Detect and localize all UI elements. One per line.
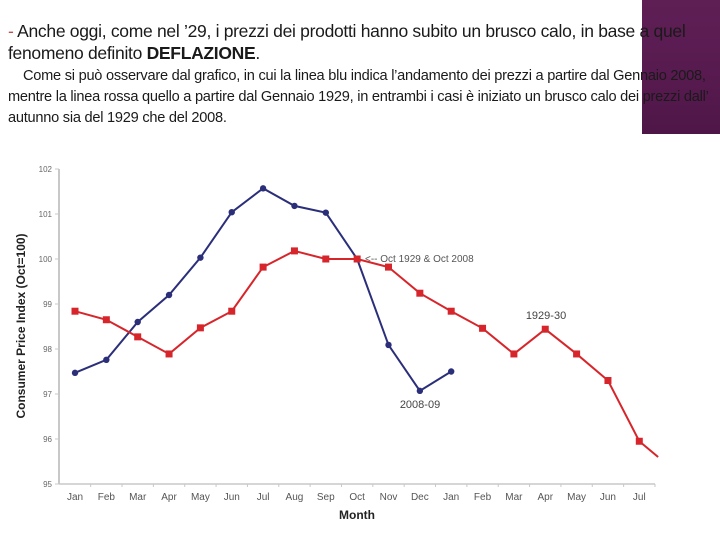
- data-point: [259, 263, 267, 271]
- data-point: [635, 437, 643, 445]
- x-tick-label: Mar: [505, 492, 523, 503]
- x-tick-label: Apr: [537, 492, 553, 503]
- x-tick-label: Jun: [600, 492, 616, 503]
- data-point: [416, 387, 424, 395]
- x-tick-label: Apr: [161, 492, 177, 503]
- annotation-2008-09: 2008-09: [400, 399, 440, 411]
- y-tick-label: 102: [39, 165, 53, 174]
- explanation-paragraph: Come si può osservare dal grafico, in cu…: [8, 66, 720, 129]
- x-tick-label: Jul: [633, 492, 646, 503]
- data-point: [228, 307, 236, 315]
- x-tick-label: Jan: [443, 492, 459, 503]
- series-line-2008-09: [74, 187, 452, 393]
- y-axis-title: Consumer Price Index (Oct=100): [14, 233, 28, 418]
- x-tick-label: May: [567, 492, 586, 503]
- data-point: [290, 247, 298, 255]
- y-tick-label: 95: [43, 480, 52, 489]
- data-point: [322, 209, 329, 216]
- y-tick-label: 99: [43, 300, 52, 309]
- x-tick-label: Sep: [317, 492, 335, 503]
- data-point: [573, 350, 581, 358]
- data-point: [479, 324, 487, 332]
- y-tick-label: 96: [43, 435, 52, 444]
- data-point: [291, 202, 298, 210]
- intro-text: Anche oggi, come nel ’29, i prezzi dei p…: [8, 21, 686, 63]
- data-point: [447, 307, 455, 315]
- y-tick-label: 101: [39, 210, 53, 219]
- intro-period: .: [255, 43, 260, 63]
- x-tick-label: Jun: [224, 492, 240, 503]
- data-point: [197, 254, 204, 261]
- y-tick-label: 98: [43, 345, 52, 354]
- x-tick-label: Jul: [257, 492, 270, 503]
- x-tick-label: Dec: [411, 492, 429, 503]
- data-point: [510, 350, 518, 358]
- series-line-1929-30: [74, 249, 659, 458]
- decorative-purple-panel: [642, 0, 720, 134]
- data-point: [71, 369, 79, 377]
- data-point: [448, 368, 455, 375]
- x-tick-label: Aug: [286, 492, 304, 503]
- data-point: [385, 341, 392, 349]
- intro-paragraph: - Anche oggi, come nel ’29, i prezzi dei…: [8, 20, 720, 64]
- data-point: [165, 350, 173, 358]
- slide-text: - Anche oggi, come nel ’29, i prezzi dei…: [8, 20, 720, 129]
- data-point: [102, 316, 110, 324]
- data-point: [259, 185, 267, 192]
- annotation-oct: <-- Oct 1929 & Oct 2008: [365, 254, 474, 265]
- x-tick-label: Feb: [474, 492, 492, 503]
- data-point: [353, 255, 361, 263]
- data-point: [416, 289, 424, 297]
- cpi-line-chart: 95 96 97 98 99 100 101 102 Jan Feb Mar Apr May Jun Jul…: [0, 150, 720, 540]
- x-tick-label: Jan: [67, 492, 83, 503]
- chart-canvas: 95 96 97 98 99 100 101 102 Jan Feb Mar Apr May Jun Jul…: [14, 165, 659, 522]
- data-point: [71, 307, 79, 315]
- x-tick-label: May: [191, 492, 210, 503]
- data-point: [134, 333, 142, 341]
- y-tick-label: 97: [43, 390, 52, 399]
- x-tick-label: Feb: [98, 492, 116, 503]
- data-point: [322, 255, 330, 263]
- data-point: [196, 324, 204, 332]
- x-tick-label: Oct: [349, 492, 365, 503]
- data-point: [228, 209, 235, 216]
- annotation-1929-30: 1929-30: [526, 310, 566, 322]
- x-tick-label: Nov: [380, 492, 398, 503]
- explanation-text: Come si può osservare dal grafico, in cu…: [8, 68, 709, 126]
- data-point: [541, 325, 549, 333]
- bullet-dash: -: [8, 21, 14, 41]
- data-point: [103, 356, 110, 363]
- x-axis-title: Month: [339, 508, 375, 522]
- deflazione-keyword: DEFLAZIONE: [146, 43, 256, 63]
- data-point: [604, 377, 612, 384]
- x-tick-label: Mar: [129, 492, 147, 503]
- data-point: [165, 291, 173, 299]
- data-point: [385, 263, 392, 271]
- data-point: [134, 318, 141, 326]
- y-tick-label: 100: [39, 255, 53, 264]
